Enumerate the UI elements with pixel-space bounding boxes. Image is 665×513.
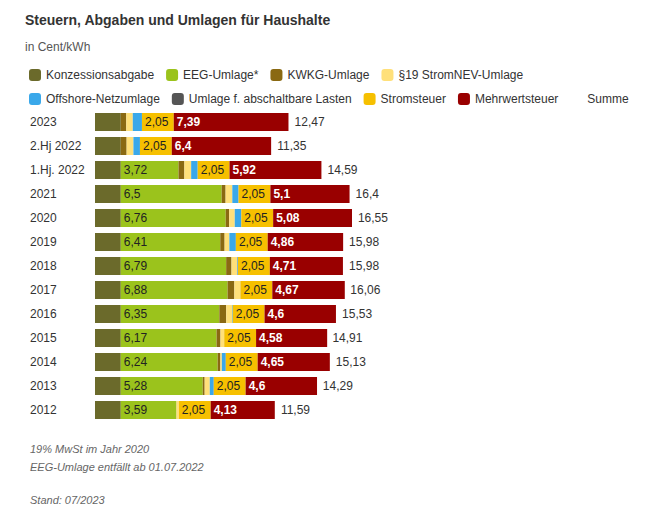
svg-text:6,24: 6,24 <box>124 355 148 369</box>
svg-text:16,06: 16,06 <box>350 283 380 297</box>
svg-text:2,05: 2,05 <box>182 403 206 417</box>
svg-text:2,05: 2,05 <box>243 283 267 297</box>
svg-text:6,17: 6,17 <box>124 331 148 345</box>
svg-text:14,29: 14,29 <box>323 379 353 393</box>
svg-text:2,05: 2,05 <box>241 259 265 273</box>
svg-text:5,08: 5,08 <box>276 211 300 225</box>
svg-text:2021: 2021 <box>30 187 57 201</box>
svg-text:Mehrwertsteuer: Mehrwertsteuer <box>475 92 558 106</box>
svg-text:11,35: 11,35 <box>277 139 306 153</box>
svg-text:in Cent/kWh: in Cent/kWh <box>25 40 90 54</box>
svg-text:3,72: 3,72 <box>124 163 148 177</box>
svg-text:KWKG-Umlage: KWKG-Umlage <box>287 68 369 82</box>
svg-text:2,05: 2,05 <box>236 307 260 321</box>
svg-text:4,86: 4,86 <box>271 235 295 249</box>
svg-text:16,4: 16,4 <box>356 187 380 201</box>
svg-text:2,05: 2,05 <box>227 331 251 345</box>
svg-text:14,59: 14,59 <box>327 163 357 177</box>
svg-text:12,47: 12,47 <box>295 115 325 129</box>
svg-text:15,98: 15,98 <box>349 259 379 273</box>
svg-text:2016: 2016 <box>30 307 57 321</box>
svg-text:14,91: 14,91 <box>332 331 362 345</box>
svg-text:6,88: 6,88 <box>124 283 148 297</box>
svg-text:2,05: 2,05 <box>242 187 266 201</box>
svg-text:2012: 2012 <box>30 403 57 417</box>
svg-text:1.Hj. 2022: 1.Hj. 2022 <box>30 163 85 177</box>
svg-text:EEG-Umlage*: EEG-Umlage* <box>183 68 259 82</box>
svg-text:6,79: 6,79 <box>124 259 148 273</box>
svg-text:6,76: 6,76 <box>124 211 148 225</box>
svg-text:6,5: 6,5 <box>124 187 141 201</box>
svg-text:4,13: 4,13 <box>214 403 238 417</box>
svg-text:2020: 2020 <box>30 211 57 225</box>
svg-text:6,35: 6,35 <box>124 307 148 321</box>
svg-text:4,58: 4,58 <box>259 331 283 345</box>
svg-text:2015: 2015 <box>30 331 57 345</box>
svg-text:6,4: 6,4 <box>175 139 192 153</box>
svg-text:2,05: 2,05 <box>217 379 241 393</box>
svg-text:11,59: 11,59 <box>281 403 310 417</box>
svg-text:2,05: 2,05 <box>145 115 169 129</box>
svg-text:2017: 2017 <box>30 283 57 297</box>
svg-text:Umlage f. abschaltbare Lasten: Umlage f. abschaltbare Lasten <box>189 92 352 106</box>
svg-text:2,05: 2,05 <box>143 139 167 153</box>
svg-text:4,71: 4,71 <box>273 259 297 273</box>
svg-text:2,05: 2,05 <box>239 235 263 249</box>
svg-text:15,53: 15,53 <box>342 307 372 321</box>
svg-text:Summe: Summe <box>587 92 629 106</box>
svg-text:Steuern, Abgaben und Umlagen f: Steuern, Abgaben und Umlagen für Haushal… <box>25 12 330 28</box>
svg-text:4,6: 4,6 <box>268 307 285 321</box>
svg-text:4,6: 4,6 <box>249 379 266 393</box>
svg-text:EEG-Umlage entfällt ab 01.07.2: EEG-Umlage entfällt ab 01.07.2022 <box>30 461 204 473</box>
svg-text:2013: 2013 <box>30 379 57 393</box>
svg-text:Konzessionsabgabe: Konzessionsabgabe <box>46 68 154 82</box>
svg-text:7,39: 7,39 <box>177 115 201 129</box>
svg-text:5,92: 5,92 <box>233 163 257 177</box>
svg-text:15,98: 15,98 <box>349 235 379 249</box>
svg-text:15,13: 15,13 <box>336 355 366 369</box>
svg-text:2.Hj 2022: 2.Hj 2022 <box>30 139 82 153</box>
svg-text:Stand: 07/2023: Stand: 07/2023 <box>30 494 106 506</box>
svg-text:5,1: 5,1 <box>273 187 290 201</box>
svg-text:3,59: 3,59 <box>124 403 148 417</box>
svg-text:§19 StromNEV-Umlage: §19 StromNEV-Umlage <box>398 68 523 82</box>
svg-text:2,05: 2,05 <box>229 355 253 369</box>
svg-text:2019: 2019 <box>30 235 57 249</box>
svg-text:2,05: 2,05 <box>244 211 268 225</box>
svg-text:16,55: 16,55 <box>358 211 388 225</box>
svg-text:5,28: 5,28 <box>124 379 148 393</box>
svg-text:2,05: 2,05 <box>201 163 225 177</box>
svg-text:4,65: 4,65 <box>261 355 285 369</box>
svg-text:2018: 2018 <box>30 259 57 273</box>
svg-text:2014: 2014 <box>30 355 57 369</box>
svg-text:4,67: 4,67 <box>275 283 299 297</box>
svg-text:6,41: 6,41 <box>124 235 148 249</box>
svg-text:19% MwSt im Jahr 2020: 19% MwSt im Jahr 2020 <box>30 443 150 455</box>
svg-text:Stromsteuer: Stromsteuer <box>381 92 446 106</box>
svg-text:Offshore-Netzumlage: Offshore-Netzumlage <box>46 92 160 106</box>
svg-text:2023: 2023 <box>30 115 57 129</box>
